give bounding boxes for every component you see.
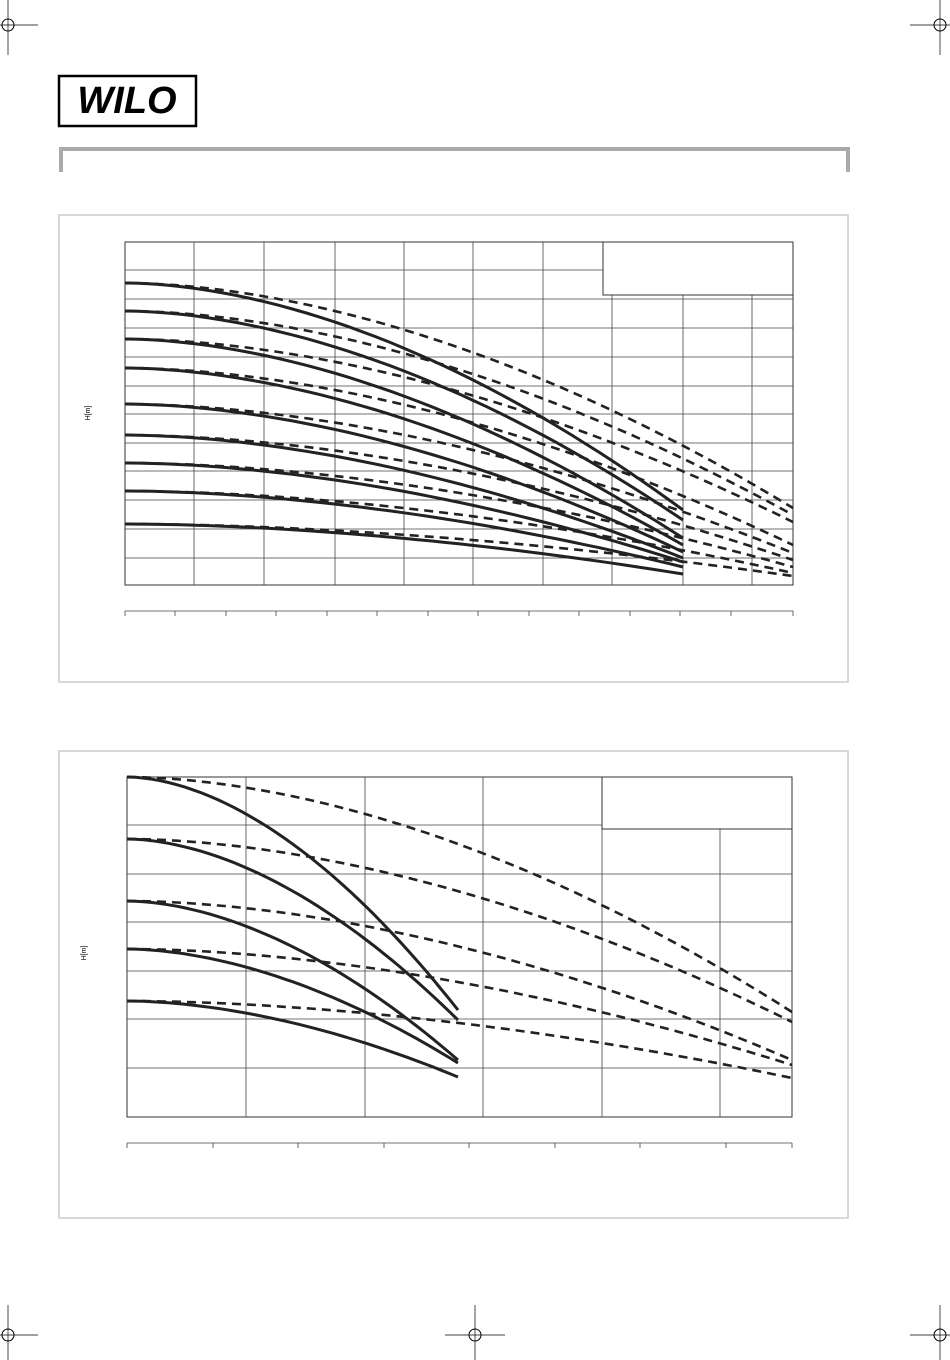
dashed-curve: [124, 402, 794, 555]
dashed-curve: [124, 281, 794, 510]
panel: [58, 750, 849, 1219]
logo-box: [57, 74, 198, 128]
curve: [126, 899, 459, 1062]
dashed-curve: [124, 309, 794, 517]
chart: [124, 241, 794, 616]
curve: [124, 402, 684, 554]
chart: [126, 775, 793, 1148]
logo: WILO: [77, 80, 176, 122]
curve: [126, 837, 460, 1022]
curve: [124, 433, 684, 560]
curve: [124, 366, 684, 547]
legend-box: [602, 241, 794, 296]
panel: [58, 214, 849, 683]
curve: [124, 309, 684, 522]
y-axis-label: H[m]: [81, 946, 88, 961]
dashed-curve: [126, 947, 793, 1067]
curve: [124, 522, 684, 576]
dashed-curve: [124, 337, 794, 524]
curve: [126, 947, 459, 1065]
curve: [126, 999, 459, 1079]
dashed-curve: [126, 837, 793, 1024]
curve: [124, 337, 684, 540]
curve: [124, 489, 684, 569]
y-axis-label: H[m]: [85, 406, 92, 421]
legend-box: [601, 776, 793, 830]
dashed-curve: [124, 433, 794, 562]
curve: [124, 281, 684, 512]
dashed-curve: [126, 999, 793, 1080]
curve: [124, 461, 684, 564]
header-bar: [59, 147, 850, 172]
dashed-curve: [126, 899, 793, 1062]
curve: [126, 775, 460, 1011]
dashed-curve: [126, 775, 793, 1014]
